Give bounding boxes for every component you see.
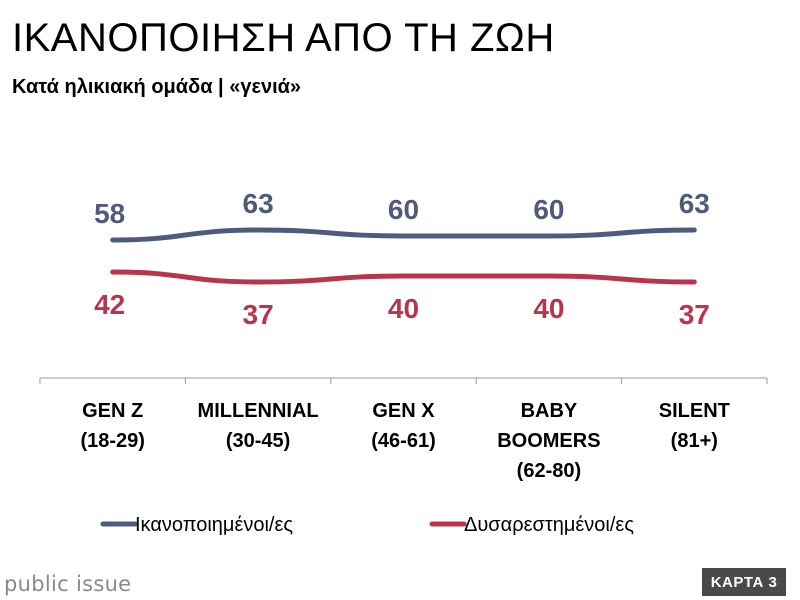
category-label-line: BOOMERS [497,430,600,452]
legend: Ικανοποιημένοι/ες Δυσαρεστημένοι/ες [100,514,634,536]
data-label: 60 [388,194,419,225]
category-label: BABY BOOMERS (62-80) [497,400,600,482]
series-layer [110,227,697,285]
category-label-line: GEN Z [82,400,143,422]
chart-title: ΙΚΑΝΟΠΟΙΗΣΗ ΑΠΟ ΤΗ ΖΩΗ [12,16,555,60]
brand-logo: public issue [4,572,132,596]
category-label: SILENT (81+) [659,400,730,452]
data-label: 60 [533,194,564,225]
legend-label-1: Ικανοποιημένοι/ες [135,514,293,536]
series-line-2 [110,269,697,285]
category-label: MILLENNIAL (30-45) [198,400,319,452]
category-label-line: (46-61) [371,430,435,452]
category-label-line: GEN X [372,400,435,422]
data-label: 63 [243,188,274,219]
category-label-line: SILENT [659,400,730,422]
chart-subtitle: Κατά ηλικιακή ομάδα | «γενιά» [12,76,302,98]
category-label-line: MILLENNIAL [198,400,319,422]
category-label-line: (81+) [671,430,718,452]
data-label: 40 [388,293,419,324]
category-labels: GEN Z (18-29) MILLENNIAL (30-45) GEN X (46-61… [80,400,729,482]
card-badge: ΚΑΡΤΑ 3 [702,568,786,596]
legend-label-2: Δυσαρεστημένοι/ες [464,514,634,536]
category-label-line: (30-45) [226,430,290,452]
x-axis [39,377,768,384]
data-label: 63 [679,188,710,219]
data-label: 42 [94,289,125,320]
category-label: GEN Z (18-29) [80,400,144,452]
data-label: 37 [679,299,710,330]
data-labels: 58 63 60 60 63 42 37 40 40 37 [94,188,710,330]
data-label: 58 [94,198,125,229]
series-line-1 [110,227,697,243]
category-label: GEN X (46-61) [371,400,435,452]
category-label-line: (18-29) [80,430,144,452]
data-label: 40 [533,293,564,324]
line-chart: 58 63 60 60 63 42 37 40 40 37 GEN Z (18-29) MILLENN… [39,188,768,536]
data-label: 37 [243,299,274,330]
category-label-line: BABY [521,400,578,422]
category-label-line: (62-80) [517,460,581,482]
